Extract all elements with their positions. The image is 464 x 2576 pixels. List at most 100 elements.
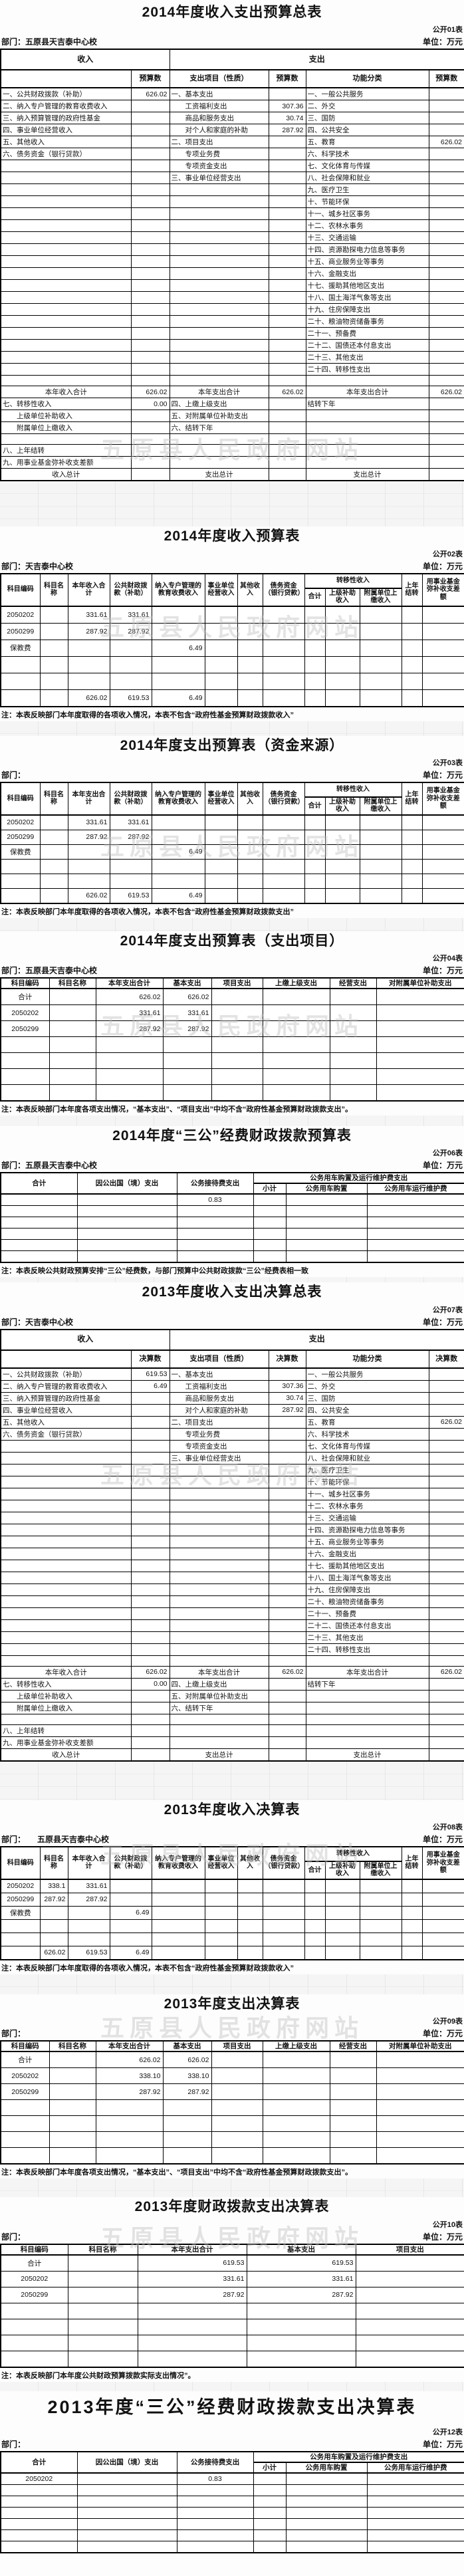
cell xyxy=(268,375,306,387)
table-title: 2014年度“三公”经费财政拨款预算表 xyxy=(112,1128,352,1144)
cell xyxy=(428,291,464,304)
table-row: 2050299 287.92 287.92 xyxy=(0,1020,464,1038)
cell xyxy=(253,1228,287,1240)
table-row: 专项资金支出 七、文化体育与传媒 xyxy=(0,160,464,173)
col-budget-num: 预算数 xyxy=(428,69,464,89)
cell xyxy=(39,606,68,624)
cell xyxy=(95,1084,164,1102)
cell: 工资福利支出 xyxy=(169,100,269,113)
cell xyxy=(237,689,263,707)
cell xyxy=(151,814,205,830)
cell: 本年支出合计 xyxy=(305,386,429,399)
cell xyxy=(211,2131,263,2149)
table-note: 注：本表反映公共财政预算安排“三公”经费数，与部门预算中公共财政拨款“三公”经费… xyxy=(1,1267,308,1276)
table-row: 十七、援助其他地区支出 xyxy=(0,1559,464,1572)
cell xyxy=(67,1919,110,1933)
cell xyxy=(130,1523,170,1536)
cell xyxy=(67,2270,138,2287)
cell xyxy=(204,639,238,657)
cell: 十、节能环保 xyxy=(305,1475,429,1488)
table-code: 公开01表 xyxy=(432,26,463,35)
dept-value: 五原县天吉泰中心校 xyxy=(25,1161,98,1171)
cell xyxy=(268,1701,306,1714)
cell xyxy=(169,1511,269,1524)
cell xyxy=(130,267,170,281)
cell xyxy=(421,858,464,874)
cell xyxy=(169,1535,269,1548)
cell xyxy=(421,1945,464,1960)
cell xyxy=(237,887,263,904)
table-title: 2014年度支出预算表（资金来源） xyxy=(120,737,344,753)
cell xyxy=(130,231,170,245)
cell: 十九、住房保障支出 xyxy=(305,1583,429,1596)
table-row xyxy=(0,2484,464,2497)
cell xyxy=(262,1892,305,1907)
cell xyxy=(0,2529,78,2542)
table-code-row: 公开07表 xyxy=(0,1303,464,1316)
cell xyxy=(253,1250,287,1263)
cell xyxy=(237,1919,263,1933)
cell xyxy=(95,2115,164,2133)
table-row: 九、用事业基金弥补收支差额 xyxy=(0,1736,464,1749)
cell: 十八、国土海洋气象等支出 xyxy=(305,291,429,304)
cell xyxy=(428,1475,464,1488)
cell xyxy=(268,339,306,352)
expense-budget-source-table-2014: 科目编码 科目名称 本年支出合计 公共财政拨款（补助） 纳入专户管理的教育收费收… xyxy=(0,781,464,904)
cell xyxy=(268,1415,306,1429)
table-code: 公开06表 xyxy=(432,1149,463,1158)
cell xyxy=(169,255,269,269)
cell xyxy=(376,2051,464,2069)
cell xyxy=(0,2302,68,2319)
table-row xyxy=(0,1036,464,1054)
cell xyxy=(169,1655,269,1667)
cell: 二十四、转移性支出 xyxy=(305,363,429,376)
cell xyxy=(211,1052,263,1070)
header-expense: 支出 xyxy=(169,49,464,71)
cell xyxy=(366,1250,464,1263)
cell xyxy=(268,303,306,316)
cell xyxy=(304,814,326,830)
cell xyxy=(305,1736,429,1749)
cell xyxy=(401,829,423,845)
col-basic-expense: 基本支出 xyxy=(246,2243,356,2256)
cell: 2050202 xyxy=(0,606,41,624)
table-row: 十九、住房保障支出 xyxy=(0,1583,464,1596)
col-sg-vehicle-purchase: 公务用车购置 xyxy=(285,1183,368,1195)
table-row: 二十一、预备费 xyxy=(0,327,464,340)
section-expense-final-2013: 2013年度支出决算表 公开09表 部门： 单位：万元 科目编码 科目名称 本年… xyxy=(0,1996,464,2178)
spacer xyxy=(0,1761,464,1800)
cell: 二十二、国债还本付息支出 xyxy=(305,1619,429,1632)
dept-value: 五原县天吉泰中心校 xyxy=(25,37,98,47)
cell xyxy=(359,829,402,845)
cell xyxy=(0,1559,132,1572)
cell xyxy=(0,2496,78,2508)
table-code: 公开02表 xyxy=(432,550,463,558)
cell xyxy=(0,195,132,209)
col-transfer-subtotal: 合计 xyxy=(304,588,326,607)
col-subject-name: 科目名称 xyxy=(49,977,96,990)
dept-unit-row: 部门：天吉泰中心校 单位：万元 xyxy=(0,560,464,573)
col-upper-subsidy-income: 上级补助收入 xyxy=(324,1861,360,1880)
cell xyxy=(262,988,330,1006)
cell xyxy=(305,1724,429,1737)
cell xyxy=(0,1463,132,1476)
cell: 626.02 xyxy=(428,136,464,149)
cell xyxy=(329,2147,377,2165)
cell xyxy=(169,267,269,281)
cell xyxy=(176,1239,254,1252)
table-row: 2050202 338.10 338.10 xyxy=(0,2067,464,2085)
cell xyxy=(76,2496,177,2508)
cell xyxy=(76,1250,177,1263)
cell: 2050202 xyxy=(0,814,41,830)
cell xyxy=(262,1020,330,1038)
cell: 五、其他收入 xyxy=(0,136,132,149)
cell: 七、文化体育与传媒 xyxy=(305,160,429,173)
table-row: 十一、城乡社区事务 xyxy=(0,207,464,221)
cell xyxy=(359,622,402,640)
table-row: 保教费 6.49 xyxy=(0,639,464,657)
table-row: 七、转移性收入 0.00 四、上缴上级支出 结转下年 xyxy=(0,398,464,411)
cell xyxy=(0,1595,132,1608)
table-row: 十二、农林水事务 xyxy=(0,219,464,233)
cell: 2050299 xyxy=(0,622,41,640)
cell xyxy=(268,87,306,101)
